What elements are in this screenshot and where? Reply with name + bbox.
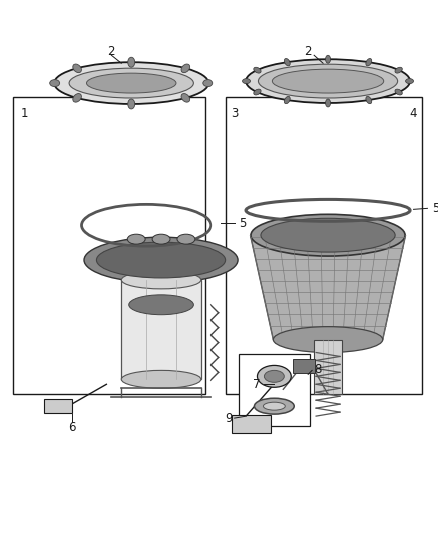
- Ellipse shape: [128, 57, 135, 67]
- Ellipse shape: [128, 99, 135, 109]
- Ellipse shape: [152, 234, 170, 244]
- Bar: [239, 354, 310, 426]
- Ellipse shape: [86, 73, 176, 93]
- Ellipse shape: [243, 79, 251, 84]
- Text: 3: 3: [231, 107, 239, 120]
- Ellipse shape: [395, 89, 402, 95]
- Ellipse shape: [129, 295, 193, 314]
- Text: 2: 2: [304, 45, 312, 58]
- Text: 6: 6: [68, 421, 75, 433]
- Ellipse shape: [272, 69, 384, 93]
- Text: 2: 2: [108, 45, 115, 58]
- Bar: [314, 340, 342, 394]
- Text: 5: 5: [239, 217, 246, 230]
- Ellipse shape: [265, 370, 284, 382]
- Ellipse shape: [54, 62, 208, 104]
- Ellipse shape: [366, 59, 372, 66]
- Text: 9: 9: [225, 411, 233, 425]
- Ellipse shape: [127, 234, 145, 244]
- Ellipse shape: [73, 64, 81, 72]
- Ellipse shape: [325, 55, 331, 63]
- Ellipse shape: [203, 79, 213, 86]
- Ellipse shape: [181, 94, 190, 102]
- Text: 8: 8: [314, 363, 322, 376]
- Ellipse shape: [84, 237, 238, 283]
- Ellipse shape: [263, 402, 285, 410]
- Ellipse shape: [258, 366, 291, 387]
- Bar: [232, 415, 272, 433]
- Text: 1: 1: [21, 107, 28, 120]
- Text: 7: 7: [253, 378, 260, 391]
- Ellipse shape: [254, 89, 261, 95]
- Ellipse shape: [121, 370, 201, 388]
- Bar: [13, 97, 205, 394]
- Polygon shape: [251, 235, 406, 340]
- Ellipse shape: [366, 96, 372, 104]
- Ellipse shape: [261, 219, 395, 252]
- Ellipse shape: [273, 327, 383, 352]
- Ellipse shape: [177, 234, 195, 244]
- Bar: [121, 280, 201, 379]
- Ellipse shape: [73, 94, 81, 102]
- Ellipse shape: [69, 68, 193, 98]
- Ellipse shape: [49, 79, 60, 86]
- Ellipse shape: [251, 214, 405, 256]
- Ellipse shape: [246, 59, 410, 103]
- Ellipse shape: [284, 96, 290, 104]
- Ellipse shape: [258, 64, 398, 98]
- Ellipse shape: [254, 398, 294, 414]
- Text: 4: 4: [410, 107, 417, 120]
- Ellipse shape: [181, 64, 190, 72]
- Ellipse shape: [395, 67, 402, 73]
- Bar: [226, 97, 422, 394]
- Ellipse shape: [284, 59, 290, 66]
- Ellipse shape: [406, 79, 413, 84]
- Ellipse shape: [325, 99, 331, 107]
- Text: 5: 5: [432, 202, 438, 215]
- Bar: [293, 359, 315, 373]
- Bar: [44, 399, 71, 413]
- Ellipse shape: [96, 242, 226, 278]
- Ellipse shape: [121, 271, 201, 289]
- Ellipse shape: [254, 67, 261, 73]
